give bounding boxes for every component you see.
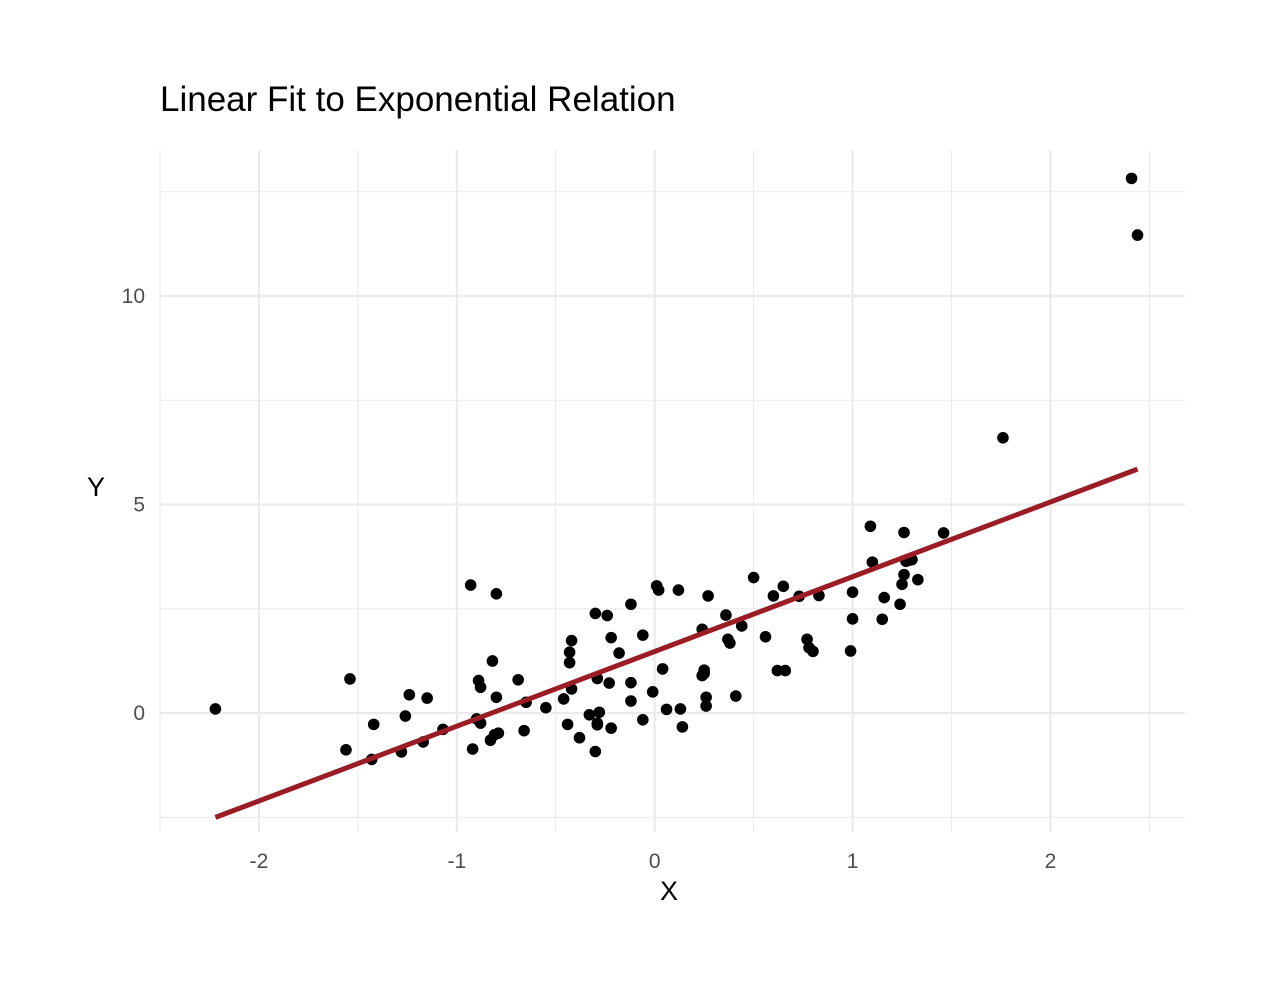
data-point: [603, 677, 615, 689]
data-point: [466, 743, 479, 755]
data-point: [702, 590, 714, 602]
data-point: [601, 609, 614, 622]
data-point: [403, 688, 416, 701]
data-point: [583, 708, 596, 721]
data-point: [878, 591, 891, 604]
data-point: [698, 664, 710, 676]
data-point: [777, 580, 790, 593]
data-point: [565, 634, 578, 647]
data-point: [557, 693, 570, 705]
data-point: [367, 718, 380, 731]
data-point: [676, 721, 689, 733]
data-point: [573, 731, 586, 744]
data-point: [561, 718, 574, 731]
data-point: [490, 691, 503, 704]
data-point: [344, 673, 356, 685]
data-point: [672, 584, 685, 596]
data-point: [896, 578, 908, 591]
data-point: [492, 727, 505, 739]
data-point: [656, 663, 669, 675]
y-tick-label: 5: [133, 494, 145, 517]
data-point: [700, 700, 712, 712]
data-point: [625, 598, 637, 611]
data-point: [767, 590, 780, 602]
y-axis-label: Y: [87, 472, 106, 502]
data-point: [625, 695, 637, 707]
data-point: [912, 573, 924, 586]
data-point: [652, 584, 665, 596]
data-point: [209, 703, 222, 715]
data-point: [898, 526, 910, 539]
data-point: [674, 703, 687, 715]
data-point: [589, 745, 602, 758]
data-point: [866, 556, 879, 568]
data-point: [937, 527, 950, 539]
major-gridlines: [160, 150, 1185, 832]
x-tick-label: -2: [250, 850, 269, 873]
data-point: [864, 520, 877, 533]
data-point: [1131, 229, 1144, 241]
data-point: [660, 703, 673, 716]
data-point: [779, 664, 792, 677]
data-point: [540, 701, 552, 714]
data-point: [486, 655, 499, 667]
data-point: [720, 609, 732, 621]
data-point: [898, 568, 910, 581]
x-axis-ticks: -2 -1 0 1 2: [250, 850, 1057, 873]
x-tick-label: 2: [1045, 850, 1057, 873]
data-point: [563, 656, 576, 669]
data-point: [512, 673, 524, 686]
data-point: [625, 676, 637, 689]
data-point: [894, 598, 906, 611]
x-tick-label: -1: [447, 850, 466, 873]
fit-line-group: [214, 466, 1139, 820]
data-point: [605, 722, 617, 734]
data-point: [589, 607, 602, 620]
data-point: [490, 588, 503, 600]
fit-line: [214, 466, 1139, 820]
data-point: [700, 691, 712, 704]
data-point: [876, 613, 889, 626]
data-point: [593, 706, 606, 719]
data-point: [846, 586, 859, 598]
data-point: [474, 681, 487, 694]
data-point: [605, 631, 617, 644]
data-point: [846, 613, 859, 625]
data-point: [747, 571, 760, 584]
data-point: [730, 690, 742, 702]
data-point: [518, 724, 530, 737]
data-point: [637, 713, 649, 726]
y-axis-ticks: 0 5 10: [122, 285, 145, 725]
data-point: [613, 647, 625, 659]
data-point: [724, 637, 736, 649]
data-point: [563, 646, 576, 659]
y-tick-label: 0: [133, 702, 145, 725]
scatter-points: [209, 172, 1144, 766]
data-point: [1125, 172, 1138, 185]
data-point: [646, 686, 659, 698]
data-point: [759, 630, 772, 643]
data-point: [735, 620, 748, 632]
data-point: [637, 629, 649, 641]
chart-title: Linear Fit to Exponential Relation: [160, 80, 676, 119]
data-point: [464, 579, 477, 591]
x-axis-label: X: [660, 876, 679, 906]
y-tick-label: 10: [122, 285, 145, 308]
data-point: [997, 432, 1009, 444]
x-tick-label: 0: [649, 850, 661, 873]
data-point: [591, 718, 604, 731]
x-tick-label: 1: [847, 850, 859, 873]
data-point: [844, 645, 857, 657]
data-point: [807, 645, 819, 658]
data-point: [399, 710, 412, 722]
data-point: [421, 692, 433, 704]
data-point: [340, 744, 352, 756]
minor-gridlines: [159, 150, 1185, 832]
